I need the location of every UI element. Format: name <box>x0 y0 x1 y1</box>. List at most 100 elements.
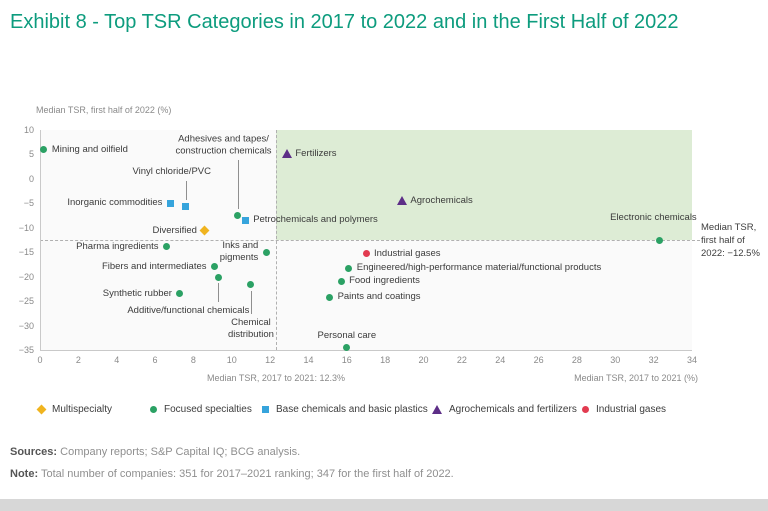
x-tick-label: 30 <box>610 355 621 365</box>
x-tick-label: 0 <box>37 355 43 365</box>
point-label: Personal care <box>317 329 377 341</box>
point-label: Pharma ingredients <box>76 240 159 252</box>
point-label: Vinyl chloride/PVC <box>132 166 211 178</box>
x-axis-caption-unit: Median TSR, 2017 to 2021 (%) <box>574 373 698 383</box>
point-label: Chemical distribution <box>227 316 274 340</box>
point-label: Food ingredients <box>349 275 420 287</box>
legend-label: Industrial gases <box>596 404 667 415</box>
legend-item-multispecialty: Multispecialty <box>36 404 113 415</box>
x-tick-label: 18 <box>380 355 391 365</box>
legend-item-focused: Focused specialties <box>150 404 252 415</box>
point-label: Fertilizers <box>295 148 337 160</box>
legend-label: Focused specialties <box>164 404 252 415</box>
data-point-circle-icon <box>337 277 345 285</box>
point-label: Mining and oilfield <box>51 143 128 155</box>
x-tick-label: 26 <box>533 355 544 365</box>
x-tick-label: 14 <box>303 355 314 365</box>
circle-marker-icon <box>150 406 157 413</box>
data-point-triangle-icon <box>397 196 408 206</box>
data-point-circle-icon <box>40 146 48 154</box>
y-tick-label: −10 <box>18 222 34 233</box>
leader-line <box>185 181 187 201</box>
legend-label: Base chemicals and basic plastics <box>276 404 428 415</box>
x-tick-label: 6 <box>152 355 158 365</box>
note-label: Note: <box>10 468 39 480</box>
x-tick-label: 32 <box>648 355 659 365</box>
point-label: Adhesives and tapes/ construction chemic… <box>175 133 272 157</box>
y-tick-label: 0 <box>28 173 34 184</box>
y-tick-label: 5 <box>28 149 34 160</box>
x-tick-label: 16 <box>341 355 352 365</box>
data-point-circle-icon <box>345 264 353 272</box>
data-point-circle-icon <box>247 281 255 289</box>
exhibit-title: Exhibit 8 - Top TSR Categories in 2017 t… <box>10 11 679 33</box>
x-tick-label: 28 <box>571 355 582 365</box>
leader-line <box>250 290 252 314</box>
point-label: Synthetic rubber <box>102 287 172 299</box>
y-tick-label: 10 <box>23 125 34 135</box>
y-axis-caption: Median TSR, first half of 2022 (%) <box>36 105 172 115</box>
data-point-circle-icon <box>163 243 171 251</box>
circle-marker-icon <box>582 406 589 413</box>
y-tick-label: −35 <box>18 345 34 355</box>
legend-item-base: Base chemicals and basic plastics <box>262 404 428 415</box>
data-point-triangle-icon <box>282 149 293 159</box>
data-point-square-icon <box>182 202 190 210</box>
data-point-circle-icon <box>211 263 218 271</box>
x-tick-label: 20 <box>418 355 429 365</box>
data-point-circle-icon <box>343 344 351 352</box>
data-point-circle-icon <box>326 293 334 301</box>
data-point-circle-icon <box>176 290 184 298</box>
sources-label: Sources: <box>10 446 58 458</box>
data-point-circle-icon <box>214 273 222 281</box>
square-marker-icon <box>262 406 269 413</box>
point-label: Additive/functional chemicals <box>127 305 250 317</box>
x-tick-label: 24 <box>495 355 506 365</box>
legend-item-gases: Industrial gases <box>582 404 666 415</box>
point-label: Agrochemicals <box>410 195 473 207</box>
bottom-bar <box>0 499 768 511</box>
y-tick-label: −25 <box>18 296 34 307</box>
point-label: Industrial gases <box>374 247 441 259</box>
x-axis-line <box>40 350 692 351</box>
point-label: Petrochemicals and polymers <box>253 214 378 226</box>
y-axis-line <box>40 130 41 350</box>
point-label: Fibers and intermediates <box>101 260 207 272</box>
point-label: Electronic chemicals <box>610 212 697 224</box>
diamond-marker-icon <box>36 404 47 415</box>
highlight-region <box>275 130 692 240</box>
legend-label: Agrochemicals and fertilizers <box>449 404 577 415</box>
y-tick-label: −15 <box>18 247 34 258</box>
sources-line: Sources: Company reports; S&P Capital IQ… <box>10 446 300 458</box>
x-tick-label: 4 <box>114 355 120 365</box>
data-point-circle-icon <box>262 248 270 256</box>
data-point-square-icon <box>166 199 174 207</box>
note-line: Note: Total number of companies: 351 for… <box>10 468 454 480</box>
triangle-marker-icon <box>432 405 442 414</box>
data-point-circle-icon <box>655 236 663 244</box>
data-point-square-icon <box>241 216 249 224</box>
x-tick-label: 34 <box>686 355 697 365</box>
x-tick-label: 12 <box>265 355 276 365</box>
y-tick-label: −30 <box>18 320 34 331</box>
note-text: Total number of companies: 351 for 2017–… <box>38 468 454 480</box>
leader-line <box>237 160 239 210</box>
median-y-line <box>40 240 700 241</box>
leader-line <box>218 283 220 303</box>
x-tick-label: 10 <box>226 355 237 365</box>
point-label: Inorganic commodities <box>67 197 163 209</box>
x-tick-label: 22 <box>456 355 467 365</box>
point-label: Engineered/high-performance material/fun… <box>356 262 602 274</box>
legend-item-agro: Agrochemicals and fertilizers <box>432 404 577 415</box>
point-label: Diversified <box>152 224 197 236</box>
data-point-circle-icon <box>234 211 242 219</box>
legend-label: Multispecialty <box>52 404 113 415</box>
point-label: Paints and coatings <box>337 291 421 303</box>
data-point-circle-icon <box>362 250 370 258</box>
x-tick-label: 2 <box>75 355 81 365</box>
x-axis-caption-median: Median TSR, 2017 to 2021: 12.3% <box>207 373 345 383</box>
y-tick-label: −5 <box>23 198 34 209</box>
x-tick-label: 8 <box>190 355 196 365</box>
